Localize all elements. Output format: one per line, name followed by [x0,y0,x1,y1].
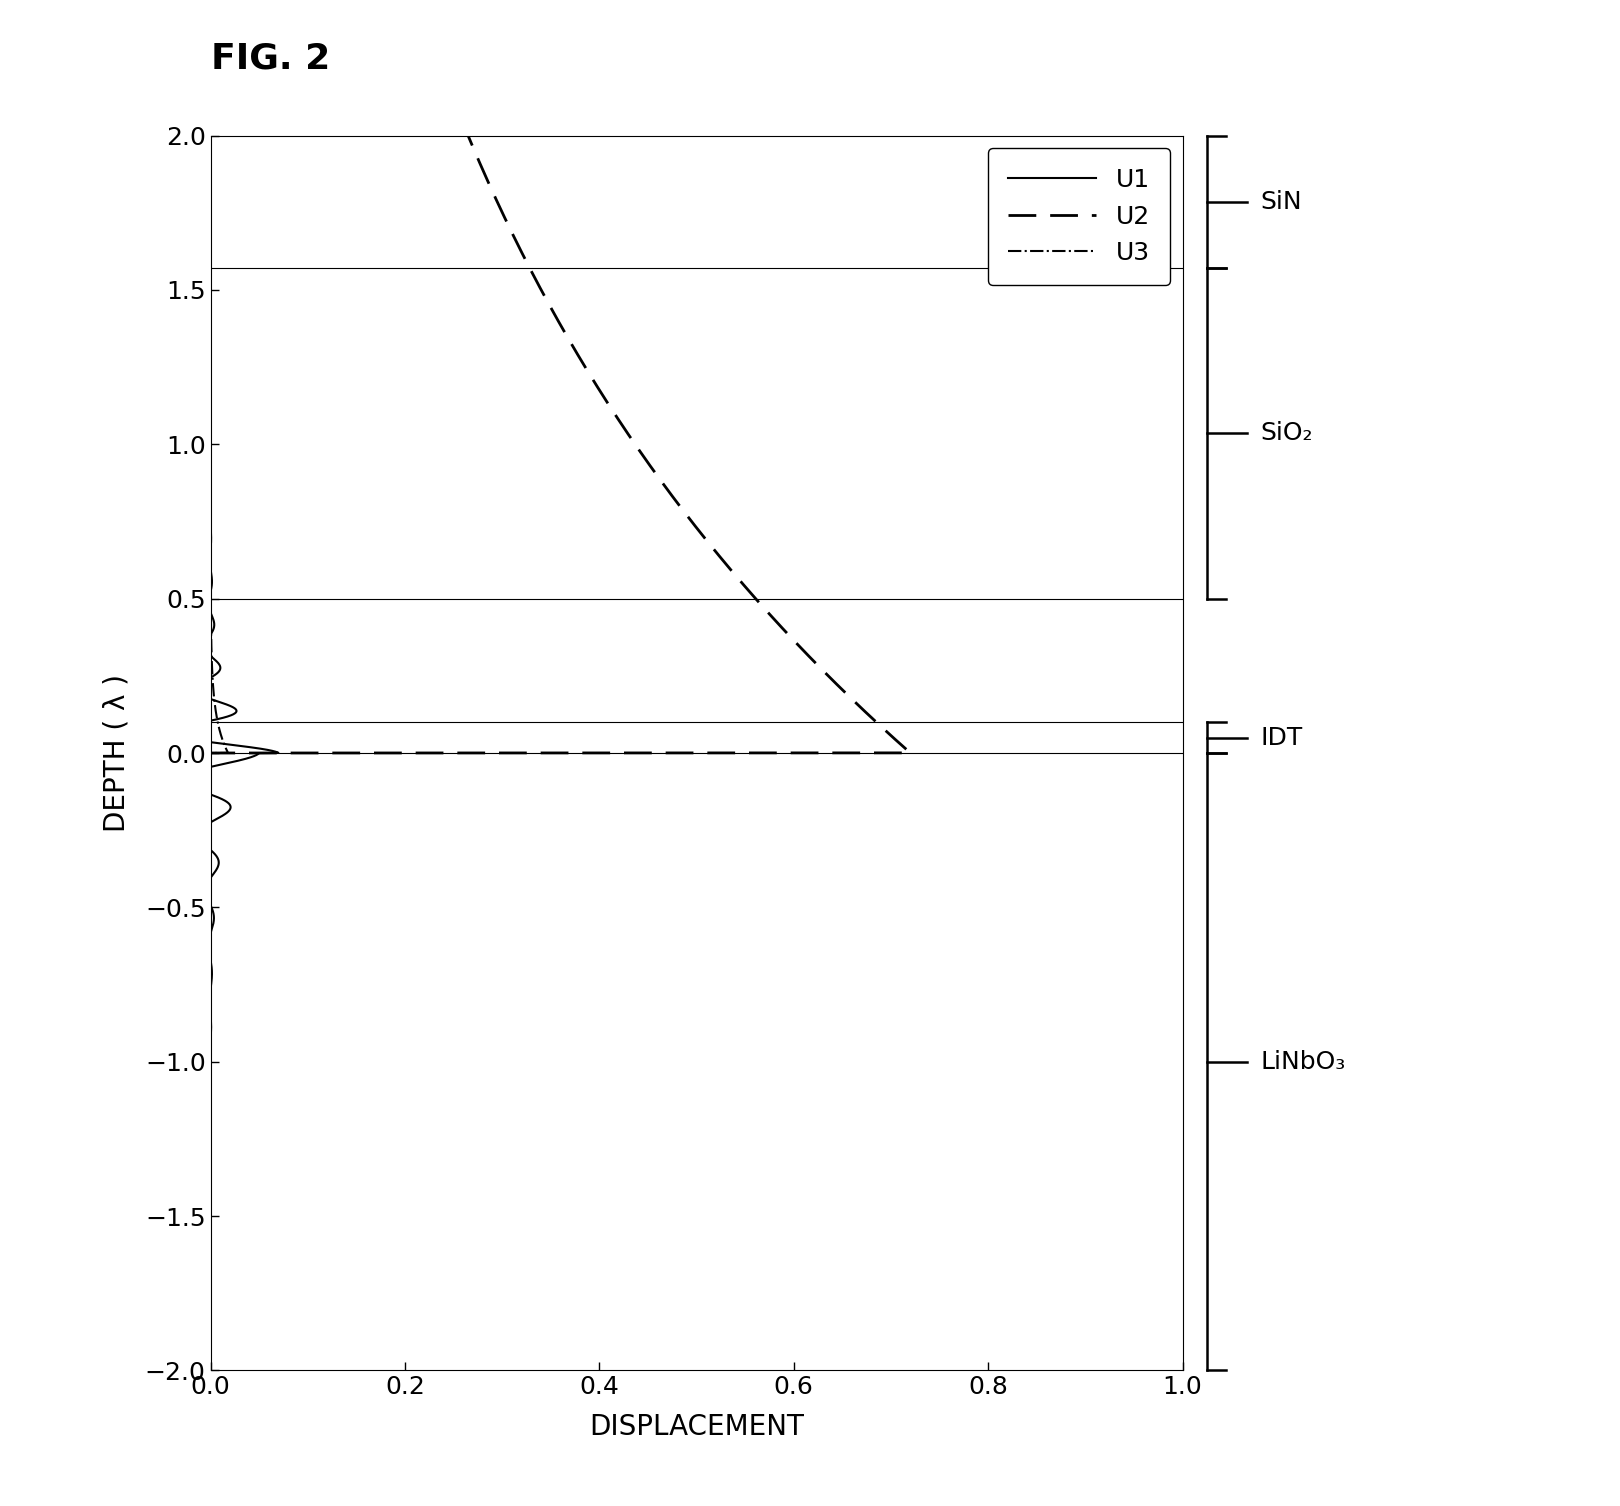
U3 [201,620,220,639]
U3 [201,559,220,577]
U2 [569,346,588,364]
U1 [201,559,220,577]
U3 [201,127,220,145]
U1 [201,127,220,145]
Line: U2: U2 [0,136,910,1370]
U1 [204,620,224,639]
X-axis label: DISPLACEMENT: DISPLACEMENT [590,1413,804,1441]
U2 [458,127,478,145]
U2 [774,620,794,639]
U3 [201,1361,220,1379]
Text: LiNbO₃: LiNbO₃ [1260,1050,1346,1074]
U1 [198,890,217,908]
Text: IDT: IDT [1260,726,1302,750]
Text: FIG. 2: FIG. 2 [211,41,330,75]
Text: SiO₂: SiO₂ [1260,422,1312,446]
U3 [201,346,220,364]
Line: U3: U3 [198,136,228,1370]
U2 [719,559,739,577]
U3 [201,890,220,908]
U3 [201,440,220,458]
Legend: U1, U2, U3: U1, U2, U3 [988,148,1170,285]
Y-axis label: DEPTH ( λ ): DEPTH ( λ ) [104,675,131,831]
U1 [201,1137,220,1155]
U1 [201,1361,220,1379]
Line: U1: U1 [168,136,279,1370]
U2 [629,440,648,458]
U1 [201,440,220,458]
U3 [201,1137,220,1155]
U1 [201,346,220,364]
Text: SiN: SiN [1260,190,1302,214]
